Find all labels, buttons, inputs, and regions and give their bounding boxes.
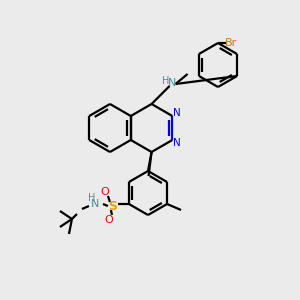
Text: S: S bbox=[108, 200, 117, 212]
Text: N: N bbox=[167, 78, 176, 88]
Text: N: N bbox=[173, 108, 181, 118]
Text: H: H bbox=[88, 193, 96, 203]
Text: O: O bbox=[105, 215, 113, 225]
Text: N: N bbox=[91, 199, 99, 209]
Text: Br: Br bbox=[225, 38, 237, 48]
Text: H: H bbox=[162, 76, 169, 86]
Text: N: N bbox=[173, 138, 181, 148]
Text: O: O bbox=[100, 187, 109, 197]
